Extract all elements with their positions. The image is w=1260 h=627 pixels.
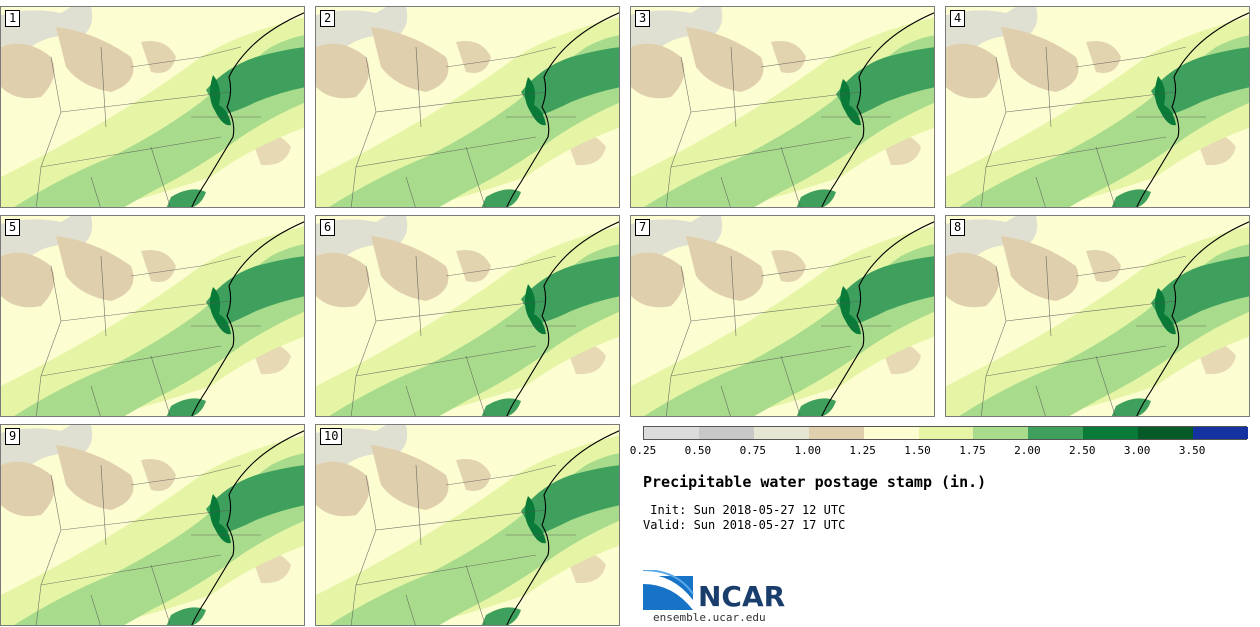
colorbar-tick-label: 3.50 <box>1178 444 1206 457</box>
stamp-number: 1 <box>5 10 21 27</box>
stamp-map <box>1 425 304 625</box>
colorbar-segment <box>863 427 919 439</box>
colorbar-segment <box>973 427 1029 439</box>
stamp-map <box>316 7 619 207</box>
colorbar-tick-label: 2.50 <box>1069 444 1096 457</box>
stamp-map <box>1 216 304 416</box>
colorbar-segment <box>918 427 974 439</box>
stamp-map <box>316 216 619 416</box>
stamp-map <box>631 216 934 416</box>
colorbar-segment <box>1083 427 1139 439</box>
stamp-panel-6: 6 <box>315 215 620 417</box>
colorbar-tick-label: 2.00 <box>1014 444 1041 457</box>
stamp-panel-4: 4 <box>945 6 1250 208</box>
colorbar-segment <box>1193 427 1248 439</box>
colorbar-labels: 0.25 0.50 0.75 1.00 1.25 1.50 1.75 2.00 2.50 3.00… <box>630 444 1247 458</box>
stamp-number: 10 <box>320 428 343 445</box>
colorbar <box>643 426 1248 440</box>
colorbar-tick-label: 1.00 <box>794 444 821 457</box>
colorbar-segment <box>753 427 809 439</box>
stamp-panel-3: 3 <box>630 6 935 208</box>
stamp-panel-2: 2 <box>315 6 620 208</box>
stamp-panel-7: 7 <box>630 215 935 417</box>
stamp-panel-5: 5 <box>0 215 305 417</box>
ncar-logo-icon <box>643 570 694 610</box>
colorbar-tick-label: 0.50 <box>684 444 712 457</box>
chart-title: Precipitable water postage stamp (in.) <box>643 473 987 491</box>
stamp-panel-8: 8 <box>945 215 1250 417</box>
colorbar-tick-label: 1.75 <box>959 444 986 457</box>
colorbar-tick-label: 1.25 <box>849 444 876 457</box>
colorbar-segment <box>698 427 754 439</box>
colorbar-segment <box>644 427 699 439</box>
stamp-number: 4 <box>950 10 966 27</box>
colorbar-tick-label: 3.00 <box>1123 444 1151 457</box>
valid-time: Valid: Sun 2018-05-27 17 UTC <box>643 518 846 532</box>
stamp-number: 6 <box>320 219 336 236</box>
colorbar-tick-label: 1.50 <box>904 444 931 457</box>
stamp-map <box>946 7 1249 207</box>
stamp-map <box>631 7 934 207</box>
colorbar-segment <box>808 427 864 439</box>
colorbar-tick-label: 0.25 <box>629 444 657 457</box>
ncar-logo-text: NCAR <box>698 580 786 613</box>
stamp-number: 8 <box>950 219 966 236</box>
stamp-map <box>1 7 304 207</box>
colorbar-tick-label: 0.75 <box>739 444 767 457</box>
stamp-number: 9 <box>5 428 21 445</box>
init-time: Init: Sun 2018-05-27 12 UTC <box>643 503 846 517</box>
stamp-map <box>316 425 619 625</box>
stamp-number: 3 <box>635 10 651 27</box>
colorbar-segment <box>1138 427 1194 439</box>
stamp-number: 2 <box>320 10 336 27</box>
stamp-panel-1: 1 <box>0 6 305 208</box>
stamp-number: 7 <box>635 219 651 236</box>
stamp-number: 5 <box>5 219 21 236</box>
logo-url: ensemble.ucar.edu <box>653 611 766 624</box>
stamp-map <box>946 216 1249 416</box>
colorbar-segment <box>1028 427 1084 439</box>
stamp-panel-10: 10 <box>315 424 620 626</box>
stamp-panel-9: 9 <box>0 424 305 626</box>
